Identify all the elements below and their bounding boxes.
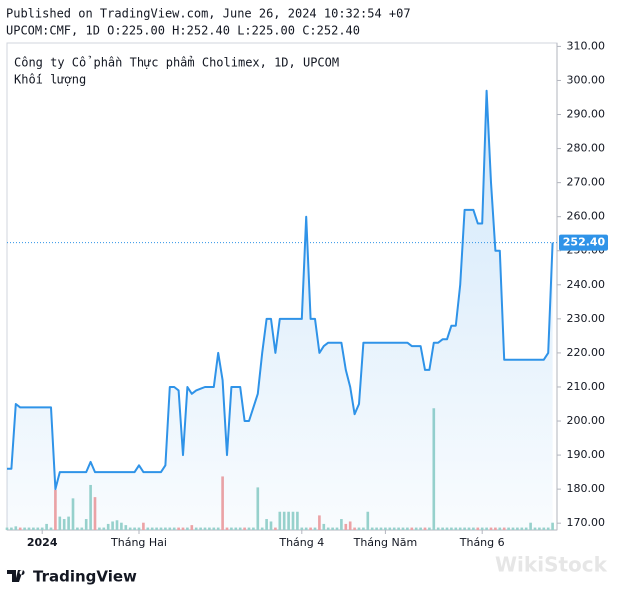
x-tick-label: Tháng Hai — [110, 536, 167, 549]
x-tick-label: Tháng Năm — [353, 536, 418, 549]
plot — [5, 89, 557, 530]
watermark: WikiStock — [495, 553, 608, 577]
y-tick-label: 310.00 — [567, 39, 606, 52]
y-tick-label: 200.00 — [567, 414, 606, 427]
x-tick-label: 2024 — [27, 536, 58, 549]
x-tick-label: Tháng 6 — [459, 536, 505, 549]
y-tick-label: 300.00 — [567, 73, 606, 86]
y-tick-label: 190.00 — [567, 448, 606, 461]
y-tick-label: 240.00 — [567, 278, 606, 291]
area-fill — [7, 90, 553, 530]
brand-text: TradingView — [33, 568, 137, 586]
legend-volume: Khối lượng — [14, 73, 86, 87]
publish-info: Published on TradingView.com, June 26, 2… — [6, 7, 411, 21]
y-tick-label: 170.00 — [567, 516, 606, 529]
last-price-box — [559, 234, 608, 251]
y-tick-label: 230.00 — [567, 312, 606, 325]
legend-series: Công ty Cổ phần Thực phẩm Cholimex, 1D, … — [14, 56, 339, 70]
y-tick-label: 270.00 — [567, 176, 606, 189]
y-tick-label: 180.00 — [567, 482, 606, 495]
y-tick-label: 220.00 — [567, 346, 606, 359]
y-tick-label: 210.00 — [567, 380, 606, 393]
y-tick-label: 280.00 — [567, 142, 606, 155]
logo-icon — [7, 570, 25, 582]
price-line — [7, 89, 554, 491]
ohlc-info: UPCOM:CMF, 1D O:225.00 H:252.40 L:225.00… — [6, 24, 360, 38]
volume-bar — [551, 522, 554, 530]
y-tick-label: 260.00 — [567, 210, 606, 223]
last-price-label: 252.40 — [563, 236, 606, 249]
y-tick-label: 290.00 — [567, 108, 606, 121]
brand-logo: TradingView — [7, 568, 137, 586]
x-tick-label: Tháng 4 — [278, 536, 324, 549]
